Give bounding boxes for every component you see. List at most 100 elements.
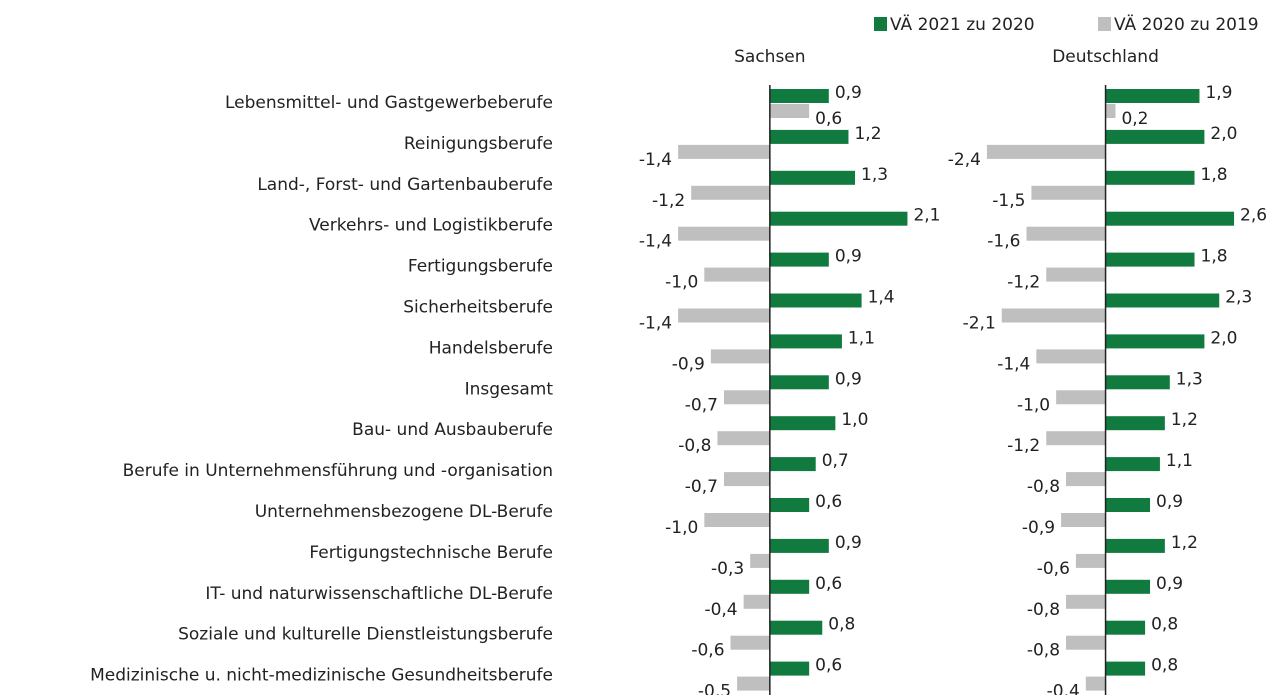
bar <box>1105 252 1195 267</box>
bar <box>678 226 770 241</box>
value-label: 1,8 <box>1201 247 1228 267</box>
value-label: -0,9 <box>1022 518 1055 538</box>
value-label: -1,0 <box>1017 395 1050 415</box>
value-label: 0,8 <box>1151 656 1178 676</box>
bar <box>769 170 856 185</box>
bar <box>1105 375 1170 390</box>
value-label: 1,1 <box>848 328 875 348</box>
value-label: 0,9 <box>835 247 862 267</box>
value-label: 0,6 <box>815 656 842 676</box>
value-label: 1,0 <box>841 410 868 430</box>
bar <box>769 661 810 676</box>
value-label: 0,6 <box>815 574 842 594</box>
bar <box>1066 472 1106 487</box>
bar <box>1105 538 1165 553</box>
bar <box>710 349 770 364</box>
value-label: -1,4 <box>997 354 1030 374</box>
bar <box>1031 185 1106 200</box>
bar <box>769 457 816 472</box>
bar <box>1061 513 1106 527</box>
value-label: -1,0 <box>665 518 698 538</box>
value-label: -1,4 <box>639 314 672 334</box>
bar <box>691 185 770 200</box>
value-label: 2,6 <box>1240 206 1267 226</box>
bar <box>769 579 810 594</box>
bar <box>1056 390 1106 405</box>
panel-title: Deutschland <box>1052 47 1159 67</box>
category-label: Fertigungstechnische Berufe <box>309 543 553 563</box>
category-label: Soziale und kulturelle Dienstleistungsbe… <box>178 625 553 645</box>
bar <box>723 472 770 487</box>
value-label: -0,4 <box>1047 682 1080 695</box>
value-label: -1,6 <box>987 232 1020 252</box>
bar <box>1105 620 1146 635</box>
category-label: Medizinische u. nicht-medizinische Gesun… <box>90 666 553 686</box>
bar <box>737 676 770 691</box>
bar <box>678 308 770 323</box>
bar <box>723 390 770 405</box>
bar <box>1105 416 1165 431</box>
value-label: 0,6 <box>815 109 842 129</box>
value-label: -1,5 <box>992 191 1025 211</box>
bar <box>769 498 810 512</box>
value-label: -0,8 <box>1027 477 1060 497</box>
value-label: -1,2 <box>1007 436 1040 456</box>
bar <box>1075 553 1106 568</box>
value-label: -0,8 <box>678 436 711 456</box>
value-label: -0,8 <box>1027 600 1060 620</box>
bar <box>1105 334 1205 349</box>
bar <box>730 635 770 650</box>
bar <box>1036 349 1106 364</box>
bar <box>704 513 770 527</box>
value-label: -0,9 <box>672 354 705 374</box>
bar <box>769 129 849 144</box>
bar <box>1105 129 1205 144</box>
bar <box>1026 226 1106 241</box>
category-label: Handelsberufe <box>429 338 553 358</box>
value-label: 0,8 <box>828 615 855 635</box>
category-label: Reinigungsberufe <box>404 134 553 154</box>
bar <box>1105 293 1220 308</box>
value-label: -0,6 <box>1037 559 1070 579</box>
value-label: -0,4 <box>704 600 737 620</box>
bar <box>1046 267 1106 282</box>
value-label: 1,2 <box>854 124 881 144</box>
legend-label: VÄ 2020 zu 2019 <box>1114 14 1259 35</box>
bar <box>1105 579 1151 594</box>
bar <box>1105 89 1200 103</box>
value-label: -1,2 <box>1007 273 1040 293</box>
value-label: 1,3 <box>861 165 888 185</box>
bar <box>1066 594 1106 609</box>
category-label: Lebensmittel- und Gastgewerbeberufe <box>225 93 553 113</box>
bar <box>769 252 829 267</box>
value-label: 1,1 <box>1166 451 1193 471</box>
value-label: 2,0 <box>1210 124 1237 144</box>
value-label: -0,5 <box>698 682 731 695</box>
value-label: 0,9 <box>1156 492 1183 512</box>
legend-swatch <box>874 17 887 31</box>
bar <box>769 620 823 635</box>
bar <box>769 538 829 553</box>
category-label: Berufe in Unternehmensführung und -organ… <box>123 461 553 481</box>
category-label: Insgesamt <box>465 379 554 399</box>
value-label: -0,7 <box>685 477 718 497</box>
value-label: -0,6 <box>691 641 724 661</box>
value-label: 1,4 <box>868 288 895 308</box>
bar <box>1105 104 1116 118</box>
value-label: -1,0 <box>665 273 698 293</box>
value-label: -1,2 <box>652 191 685 211</box>
bar <box>678 144 770 159</box>
bar <box>1066 635 1106 650</box>
category-label: Fertigungsberufe <box>408 257 553 277</box>
value-label: 0,9 <box>1156 574 1183 594</box>
bar <box>769 104 810 118</box>
legend-swatch <box>1098 17 1111 31</box>
value-label: -0,7 <box>685 395 718 415</box>
bar <box>1085 676 1106 691</box>
value-label: -0,8 <box>1027 641 1060 661</box>
value-label: -0,3 <box>711 559 744 579</box>
value-label: 0,2 <box>1121 109 1148 129</box>
bar <box>750 553 770 568</box>
value-label: -2,4 <box>948 150 981 170</box>
